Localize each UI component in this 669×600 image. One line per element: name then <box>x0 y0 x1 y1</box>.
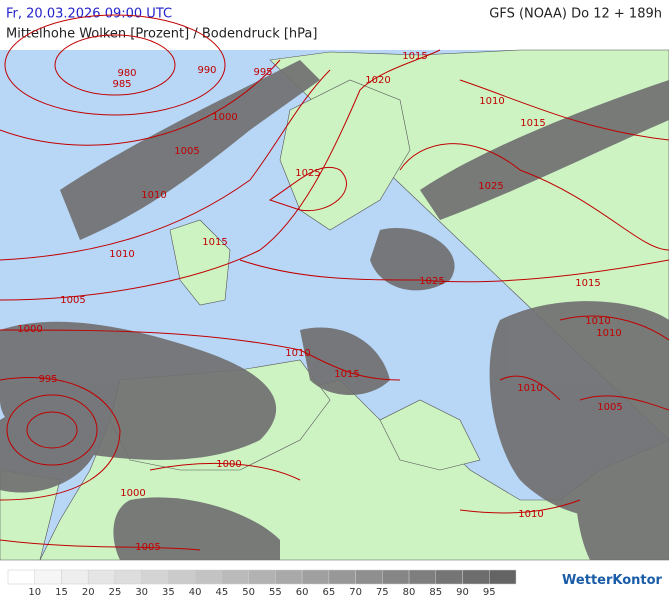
model-run: GFS (NOAA) Do 12 + 189h <box>489 7 662 22</box>
isobar-label: 1010 <box>141 190 166 201</box>
datetime: Fr, 20.03.2026 09:00 UTC <box>6 7 172 22</box>
isobars <box>0 14 669 551</box>
legend-swatch <box>301 569 330 585</box>
isobar-label: 1000 <box>216 459 241 470</box>
isobar-label: 1010 <box>517 383 542 394</box>
isobar-label: 1005 <box>135 542 160 553</box>
clouds <box>0 60 669 560</box>
legend-swatch <box>435 569 463 585</box>
isobar-label: 1005 <box>174 146 199 157</box>
isobar-label: 1000 <box>17 324 42 335</box>
legend-swatch <box>7 569 35 585</box>
isobar-label: 1015 <box>202 237 227 248</box>
legend-swatch <box>462 569 490 585</box>
isobar-label: 1025 <box>478 181 503 192</box>
isobar-label: 1015 <box>575 278 600 289</box>
legend-swatch <box>168 569 196 585</box>
legend-label: 90 <box>456 587 469 598</box>
isobar-label: 1025 <box>419 276 444 287</box>
legend-label: 60 <box>296 587 309 598</box>
legend-label: 15 <box>55 587 68 598</box>
brand: WetterKontor <box>562 573 663 588</box>
isobar-label: 1010 <box>596 328 621 339</box>
legend: 10 15 20 25 30 35 40 45 50 55 60 65 70 75 80 85 90 95 <box>7 569 517 598</box>
isobar-label: 995 <box>38 374 57 385</box>
legend-label: 45 <box>216 587 229 598</box>
isobar-label: 1020 <box>365 75 390 86</box>
legend-swatch <box>34 569 62 585</box>
isobar-label: 1015 <box>334 369 359 380</box>
isobar-label: 1005 <box>60 295 85 306</box>
subtitle: Mittelhohe Wolken [Prozent] / Bodendruck… <box>6 27 317 42</box>
legend-swatch <box>408 569 437 585</box>
legend-label: 95 <box>483 587 496 598</box>
isobar-label: 990 <box>197 65 216 76</box>
isobar-label: 1005 <box>597 402 622 413</box>
isobar-label: 1025 <box>295 168 320 179</box>
legend-swatch <box>382 569 410 585</box>
legend-swatch <box>87 569 116 585</box>
legend-swatch <box>489 569 517 585</box>
legend-label: 70 <box>349 587 362 598</box>
legend-label: 25 <box>109 587 122 598</box>
isobar-label: 1010 <box>285 348 310 359</box>
isobar-label: 1000 <box>120 488 145 499</box>
isobar-label: 1010 <box>479 96 504 107</box>
legend-label: 50 <box>242 587 255 598</box>
legend-swatch <box>248 569 276 585</box>
legend-label: 55 <box>269 587 282 598</box>
legend-swatch <box>114 569 142 585</box>
legend-swatch <box>275 569 303 585</box>
legend-swatch <box>328 569 356 585</box>
legend-label: 35 <box>162 587 175 598</box>
legend-label: 10 <box>28 587 41 598</box>
legend-label: 85 <box>429 587 442 598</box>
legend-label: 80 <box>403 587 416 598</box>
legend-label: 75 <box>376 587 389 598</box>
legend-swatch <box>141 569 169 585</box>
legend-label: 30 <box>135 587 148 598</box>
isobar-label: 1000 <box>212 112 237 123</box>
isobar-label: 995 <box>253 67 272 78</box>
legend-label: 20 <box>82 587 95 598</box>
isobar-label: 985 <box>112 79 131 90</box>
isobar-label: 980 <box>117 68 136 79</box>
isobar-label: 1010 <box>109 249 134 260</box>
legend-label: 65 <box>322 587 335 598</box>
legend-swatch <box>355 569 383 585</box>
legend-swatch <box>221 569 249 585</box>
legend-swatch <box>61 569 89 585</box>
isobar-label: 1010 <box>518 509 543 520</box>
isobar-label: 1010 <box>585 316 610 327</box>
isobar-label: 1015 <box>520 118 545 129</box>
isobar-label: 1015 <box>402 51 427 62</box>
legend-swatch <box>194 569 223 585</box>
legend-label: 40 <box>189 587 202 598</box>
